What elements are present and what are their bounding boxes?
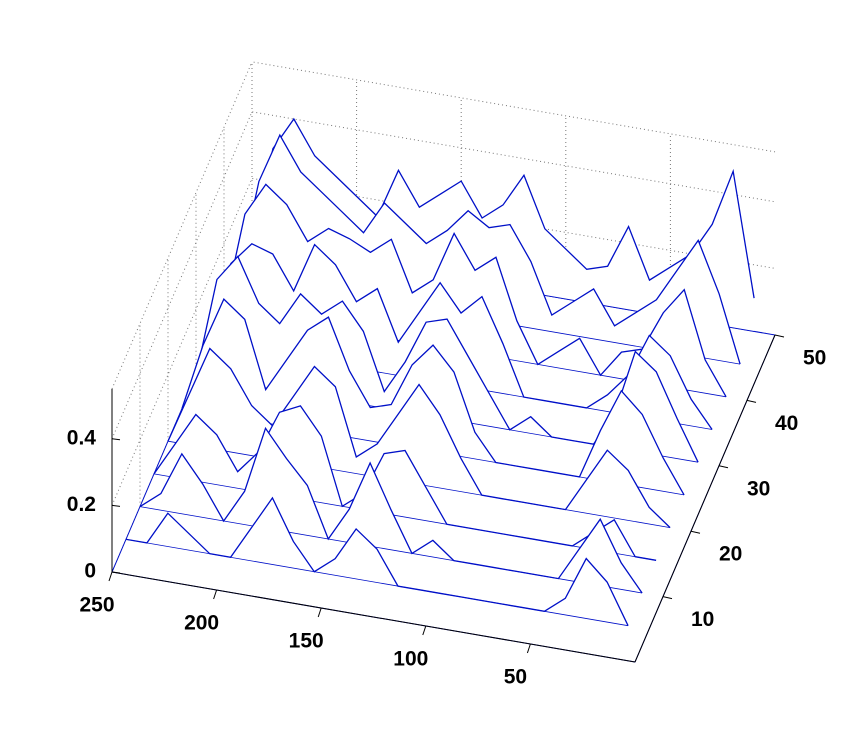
x-tick-label: 150 bbox=[289, 630, 324, 653]
x-axis bbox=[111, 571, 636, 663]
x-tick bbox=[317, 607, 322, 618]
x-tick bbox=[526, 643, 531, 654]
row-fill bbox=[126, 497, 629, 626]
x-tick-label: 100 bbox=[393, 648, 428, 671]
x-tick bbox=[422, 625, 427, 636]
row-line bbox=[181, 298, 685, 496]
row-line bbox=[251, 117, 755, 299]
y-tick bbox=[746, 399, 757, 403]
x-tick-label: 250 bbox=[79, 594, 114, 617]
box-edge bbox=[251, 61, 776, 153]
row-fill bbox=[182, 299, 685, 495]
y-tick-label: 10 bbox=[691, 608, 714, 631]
y-tick-label: 20 bbox=[719, 543, 742, 566]
y-tick-label: 40 bbox=[775, 412, 798, 435]
row-line bbox=[237, 133, 741, 365]
row-fill bbox=[168, 348, 671, 528]
row-fill bbox=[210, 243, 713, 430]
z-tick-label: 0 bbox=[84, 560, 96, 583]
x-tick-label: 200 bbox=[184, 612, 219, 635]
y-tick-label: 30 bbox=[747, 477, 770, 500]
y-tick bbox=[690, 530, 701, 534]
x-tick-label: 50 bbox=[504, 666, 527, 689]
y-axis bbox=[634, 334, 776, 663]
y-tick bbox=[718, 465, 729, 469]
box-edge bbox=[111, 61, 253, 390]
row-fill bbox=[224, 184, 727, 397]
row-fill bbox=[154, 405, 657, 561]
z-tick bbox=[111, 438, 121, 441]
y-tick bbox=[662, 596, 673, 600]
z-tick bbox=[111, 504, 121, 507]
row-fill bbox=[238, 135, 741, 365]
row-base bbox=[125, 538, 629, 627]
z-tick-label: 0.2 bbox=[67, 493, 96, 516]
x-tick bbox=[213, 589, 218, 600]
row-fill bbox=[196, 256, 699, 463]
row-base bbox=[153, 473, 657, 561]
y-tick-label: 50 bbox=[803, 347, 826, 370]
row-base bbox=[139, 506, 643, 594]
y-tick bbox=[774, 334, 785, 338]
row-line bbox=[167, 347, 671, 529]
z-tick-label: 0.4 bbox=[67, 426, 97, 449]
x-tick bbox=[108, 571, 113, 582]
